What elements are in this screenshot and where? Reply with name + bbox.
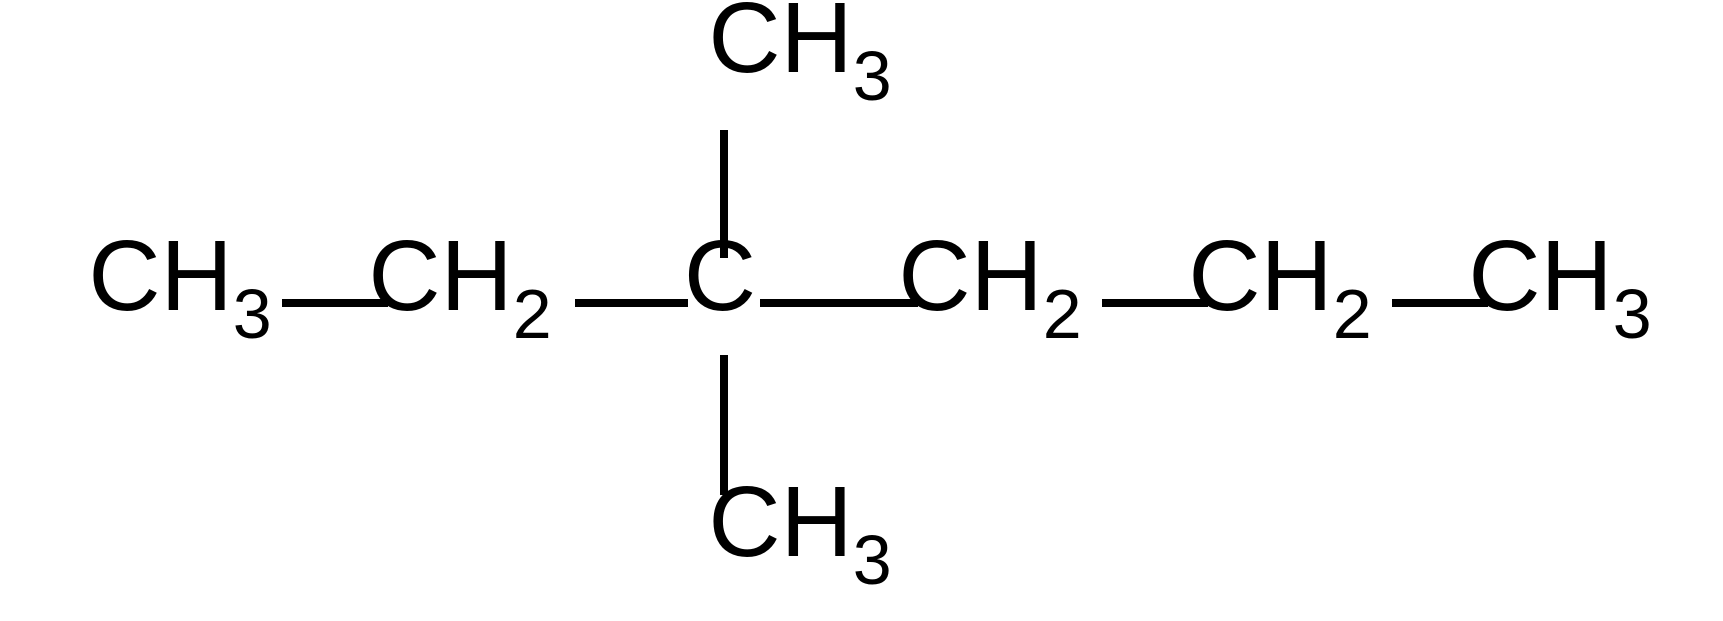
atom-c2: CH2: [368, 220, 551, 353]
atom-c5: CH2: [1188, 220, 1371, 353]
atom-c6: CH3: [1468, 220, 1651, 353]
atom-c1: CH3: [88, 220, 271, 353]
atom-c3: C: [684, 220, 756, 332]
chemical-structure-diagram: CH3CH2CCH2CH2CH3CH3CH3: [0, 0, 1723, 621]
atom-m_up: CH3: [708, 0, 891, 115]
atom-c4: CH2: [898, 220, 1081, 353]
atom-m_dn: CH3: [708, 466, 891, 599]
